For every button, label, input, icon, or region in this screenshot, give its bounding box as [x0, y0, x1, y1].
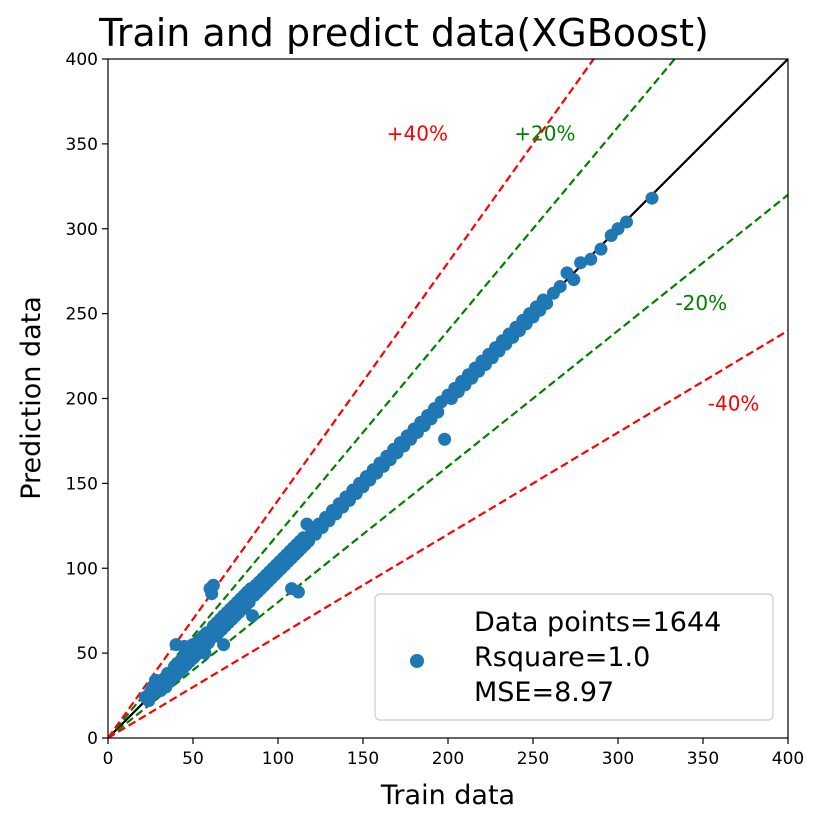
y-tick-label: 0 [87, 729, 98, 749]
y-axis-label: Prediction data [16, 296, 47, 500]
data-point [574, 256, 588, 270]
x-tick-label: 150 [347, 749, 379, 769]
x-tick-label: 200 [432, 749, 464, 769]
data-point [246, 609, 259, 623]
x-tick-label: 250 [517, 749, 549, 769]
data-point [553, 279, 567, 293]
plus-20-line [108, 59, 677, 738]
legend-line-rsquare: Rsquare=1.0 [474, 642, 650, 673]
annotation-label: +40% [387, 121, 448, 145]
plus-40-line [108, 59, 596, 738]
data-point [198, 646, 212, 660]
minus-40-line [108, 329, 788, 738]
data-point [584, 252, 598, 266]
legend-line-mse: MSE=8.97 [474, 677, 614, 708]
y-tick-label: 300 [66, 220, 98, 240]
y-tick-label: 100 [66, 559, 98, 579]
data-point [567, 273, 581, 287]
x-axis-ticks: 0 50 100 150 200 250 300 350 400 [103, 738, 804, 769]
data-point [645, 191, 659, 205]
data-point [217, 638, 231, 652]
data-point [291, 585, 305, 599]
data-point [431, 405, 445, 419]
y-tick-label: 200 [66, 390, 98, 410]
legend-marker [410, 654, 424, 668]
y-tick-label: 50 [76, 644, 98, 664]
legend-line-data-points: Data points=1644 [474, 607, 721, 638]
y-tick-label: 250 [66, 305, 98, 325]
annotation-label: +20% [514, 121, 575, 145]
x-axis-label: Train data [380, 780, 515, 811]
y-axis-ticks: 0 50 100 150 200 250 300 350 400 [66, 50, 108, 749]
x-tick-label: 400 [772, 749, 804, 769]
legend: Data points=1644 Rsquare=1.0 MSE=8.97 [374, 593, 774, 721]
x-tick-label: 350 [687, 749, 719, 769]
legend-box [374, 593, 774, 721]
data-point [594, 242, 608, 256]
y-tick-label: 400 [66, 50, 98, 70]
annotations: +40% +20% -20% -40% [387, 121, 760, 415]
annotation-label: -20% [675, 291, 727, 315]
data-point [620, 215, 633, 229]
data-point [540, 296, 554, 310]
x-tick-label: 100 [262, 749, 294, 769]
y-tick-label: 150 [66, 474, 98, 494]
annotation-label: -40% [708, 391, 760, 415]
y-tick-label: 350 [66, 135, 98, 155]
data-point [206, 578, 220, 592]
data-points [138, 191, 659, 708]
data-point [438, 432, 452, 446]
chart-title: Train and predict data(XGBoost) [98, 11, 709, 55]
x-tick-label: 0 [103, 749, 114, 769]
x-tick-label: 50 [182, 749, 204, 769]
x-tick-label: 300 [602, 749, 634, 769]
